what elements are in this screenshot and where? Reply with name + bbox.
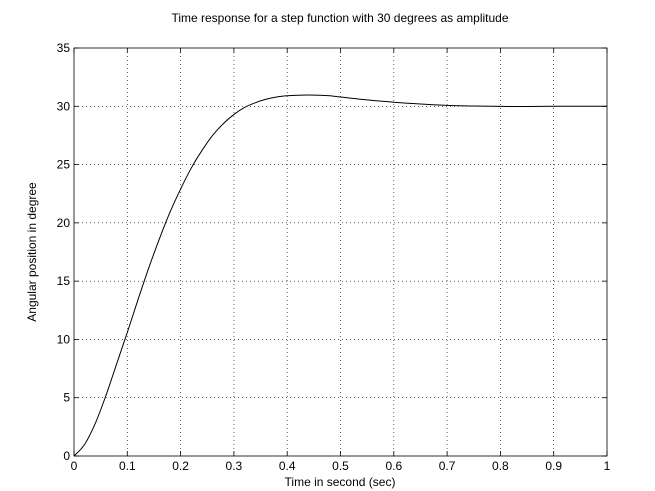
grid [74, 48, 607, 456]
x-tick-label: 0.2 [172, 459, 189, 473]
y-tick-label: 30 [57, 99, 71, 113]
x-tick-label: 0.9 [545, 459, 562, 473]
x-axis-label: Time in second (sec) [285, 475, 396, 489]
y-tick-label: 15 [57, 274, 71, 288]
y-tick-label: 35 [57, 41, 71, 55]
y-tick-label: 25 [57, 158, 71, 172]
x-tick-label: 0.3 [226, 459, 243, 473]
y-tick-label: 0 [63, 449, 70, 463]
y-tick-label: 20 [57, 216, 71, 230]
y-tick-label: 5 [63, 391, 70, 405]
x-tick-label: 0.4 [279, 459, 296, 473]
x-tick-label: 0 [71, 459, 78, 473]
x-tick-label: 0.5 [332, 459, 349, 473]
response-line [73, 94, 607, 457]
y-axis-label: Angular position in degree [25, 182, 39, 322]
y-tick-labels: 0 5 10 15 20 25 30 35 [57, 41, 71, 463]
axis-ticks [73, 47, 608, 457]
x-tick-labels: 0 0.1 0.2 0.3 0.4 0.5 0.6 0.7 0.8 0.9 1 [71, 459, 611, 473]
x-tick-label: 0.8 [492, 459, 509, 473]
x-tick-label: 1 [604, 459, 611, 473]
chart-title: Time response for a step function with 3… [171, 11, 508, 25]
x-tick-label: 0.1 [119, 459, 136, 473]
x-tick-label: 0.6 [385, 459, 402, 473]
series [73, 94, 607, 457]
x-tick-label: 0.7 [439, 459, 456, 473]
y-tick-label: 10 [57, 332, 71, 346]
